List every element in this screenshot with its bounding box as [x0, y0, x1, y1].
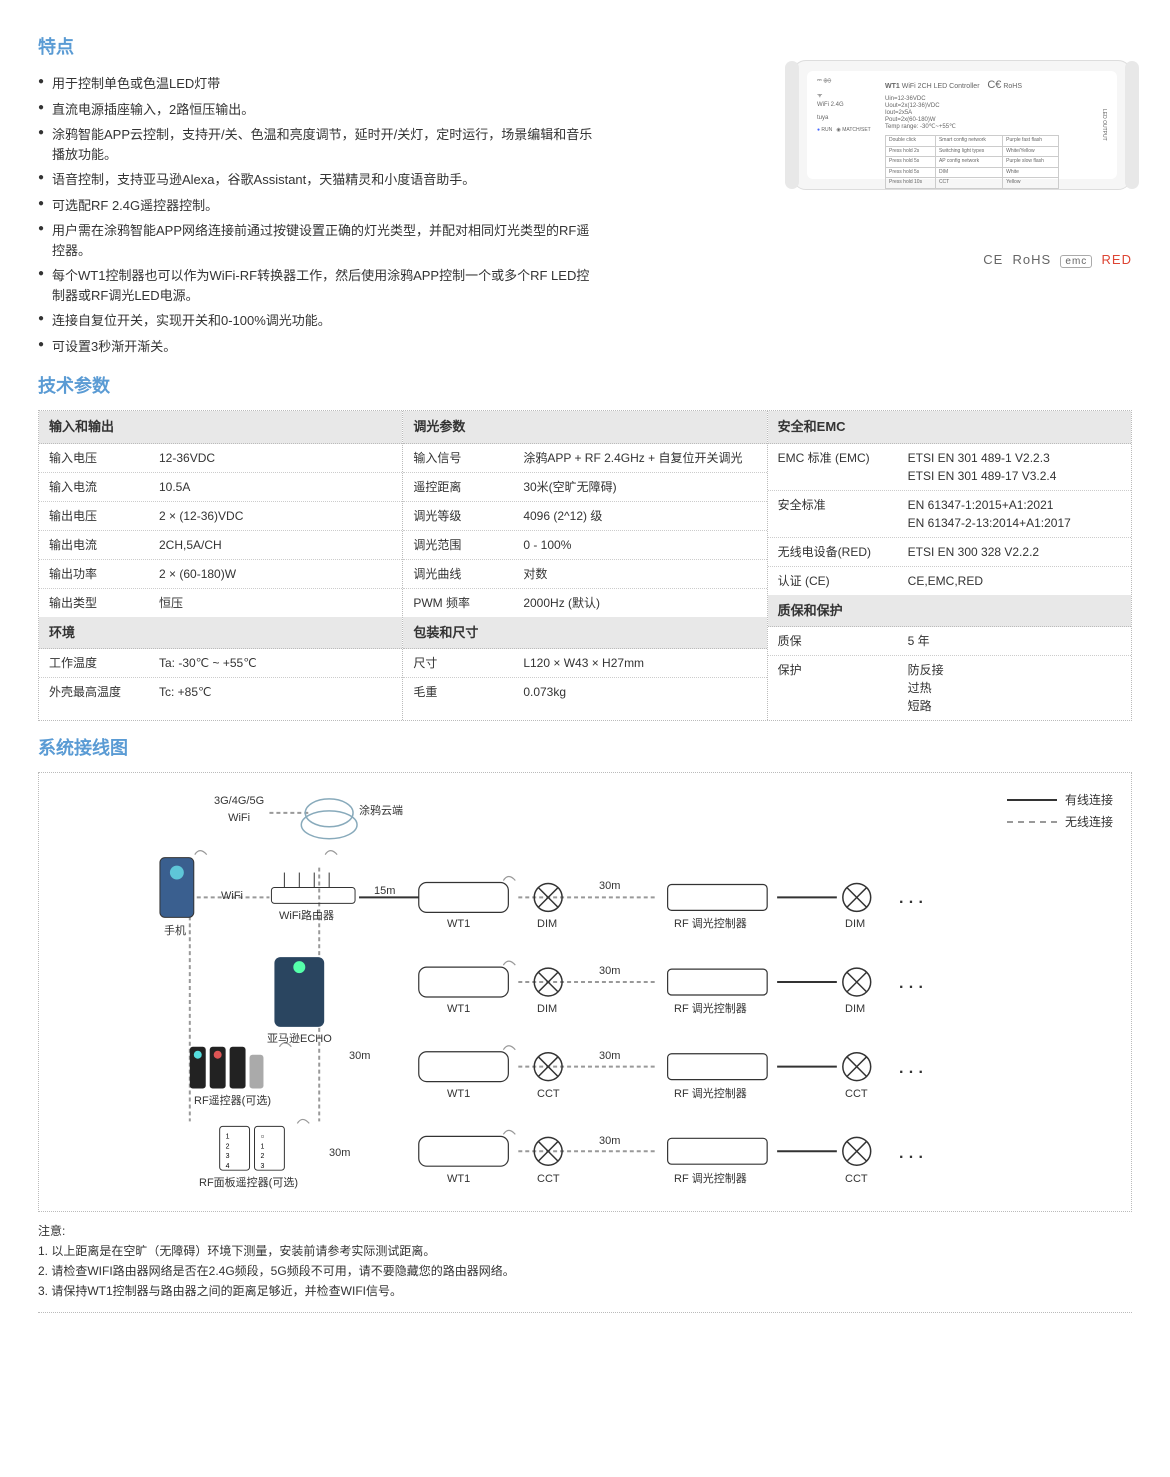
- spec-row: 保护防反接 过热 短路: [768, 656, 1131, 720]
- svg-text:1: 1: [226, 1133, 230, 1140]
- label-rfc-4: RF 调光控制器: [674, 1171, 747, 1188]
- features-title: 特点: [38, 34, 598, 61]
- label-rfc-1: RF 调光控制器: [674, 916, 747, 933]
- label-wifi: WiFi: [221, 888, 243, 905]
- label-rfc-3: RF 调光控制器: [674, 1086, 747, 1103]
- spec-tables: 输入和输出 输入电压12-36VDC输入电流10.5A输出电压2 × (12-3…: [38, 410, 1132, 721]
- label-rfremote: RF遥控器(可选): [194, 1093, 271, 1110]
- spec-row: 毛重0.073kg: [403, 678, 766, 706]
- spec-row: EMC 标准 (EMC)ETSI EN 301 489-1 V2.2.3 ETS…: [768, 444, 1131, 491]
- svg-text:3: 3: [260, 1163, 264, 1170]
- spec-head-io: 输入和输出: [39, 411, 402, 444]
- label-dots-2: · · ·: [899, 976, 924, 1000]
- legend-wired: 有线连接: [1065, 791, 1113, 809]
- label-wt1-2: WT1: [447, 1001, 470, 1018]
- label-d30-4: 30m: [599, 1133, 620, 1150]
- notes-2: 2. 请检查WIFI路由器网络是否在2.4G频段，5G频段不可用，请不要隐藏您的…: [38, 1262, 1132, 1280]
- spec-row: 输出电压2 × (12-36)VDC: [39, 502, 402, 531]
- svg-text:2: 2: [260, 1153, 264, 1160]
- spec-row: 调光等级4096 (2^12) 级: [403, 502, 766, 531]
- spec-row: PWM 频率2000Hz (默认): [403, 589, 766, 617]
- spec-row: 无线电设备(RED)ETSI EN 300 328 V2.2.2: [768, 538, 1131, 567]
- spec-head-pkg: 包装和尺寸: [403, 617, 766, 650]
- spec-row: 认证 (CE)CE,EMC,RED: [768, 567, 1131, 595]
- spec-title: 技术参数: [38, 373, 1132, 400]
- label-d30-3: 30m: [599, 1048, 620, 1065]
- notes-3: 3. 请保持WT1控制器与路由器之间的距离足够近，并检查WIFI信号。: [38, 1282, 1132, 1300]
- wiring-title: 系统接线图: [38, 735, 1132, 762]
- label-cct-1: CCT: [537, 1086, 560, 1103]
- svg-text:1: 1: [260, 1143, 264, 1150]
- label-wt1-3: WT1: [447, 1086, 470, 1103]
- feature-item: 每个WT1控制器也可以作为WiFi-RF转换器工作，然后使用涂鸦APP控制一个或…: [38, 263, 598, 308]
- svg-text:2: 2: [226, 1143, 230, 1150]
- spec-row: 尺寸L120 × W43 × H27mm: [403, 649, 766, 678]
- svg-text:3: 3: [226, 1153, 230, 1160]
- svg-text:4: 4: [226, 1163, 230, 1170]
- feature-item: 用于控制单色或色温LED灯带: [38, 71, 598, 97]
- label-cloud: 涂鸦云端: [359, 803, 403, 820]
- wiring-legend: 有线连接 无线连接: [1007, 791, 1113, 835]
- label-dots-4: · · ·: [899, 1146, 924, 1170]
- label-dots-1: · · ·: [899, 891, 924, 915]
- label-router: WiFi路由器: [279, 908, 334, 925]
- spec-head-war: 质保和保护: [768, 595, 1131, 628]
- feature-item: 语音控制，支持亚马逊Alexa，谷歌Assistant，天猫精灵和小度语音助手。: [38, 167, 598, 193]
- spec-row: 调光曲线对数: [403, 560, 766, 589]
- feature-item: 可选配RF 2.4G遥控器控制。: [38, 193, 598, 219]
- label-d30-2: 30m: [599, 963, 620, 980]
- label-cct-r1: CCT: [845, 1086, 868, 1103]
- spec-row: 输出电流2CH,5A/CH: [39, 531, 402, 560]
- label-nets: 3G/4G/5G WiFi: [214, 793, 264, 826]
- spec-head-dim: 调光参数: [403, 411, 766, 444]
- spec-row: 调光范围0 - 100%: [403, 531, 766, 560]
- spec-row: 输出类型恒压: [39, 589, 402, 617]
- notes-head: 注意:: [38, 1222, 1132, 1240]
- label-rfpanel: RF面板遥控器(可选): [199, 1175, 298, 1192]
- spec-row: 输入信号涂鸦APP + RF 2.4GHz + 自复位开关调光: [403, 444, 766, 473]
- spec-row: 外壳最高温度Tc: +85℃: [39, 678, 402, 706]
- spec-row: 输入电流10.5A: [39, 473, 402, 502]
- spec-head-safety: 安全和EMC: [768, 411, 1131, 444]
- label-dim-1: DIM: [537, 916, 557, 933]
- label-rfc-2: RF 调光控制器: [674, 1001, 747, 1018]
- label-d30-1: 30m: [599, 878, 620, 895]
- spec-row: 质保5 年: [768, 627, 1131, 656]
- notes-1: 1. 以上距离是在空旷（无障碍）环境下测量，安装前请参考实际测试距离。: [38, 1242, 1132, 1260]
- legend-wireless: 无线连接: [1065, 813, 1113, 831]
- label-cct-r2: CCT: [845, 1171, 868, 1188]
- spec-head-env: 环境: [39, 617, 402, 650]
- label-wt1-4: WT1: [447, 1171, 470, 1188]
- spec-row: 输入电压12-36VDC: [39, 444, 402, 473]
- feature-item: 连接自复位开关，实现开关和0-100%调光功能。: [38, 308, 598, 334]
- label-cct-2: CCT: [537, 1171, 560, 1188]
- spec-row: 工作温度Ta: -30℃ ~ +55℃: [39, 649, 402, 678]
- features-list: 用于控制单色或色温LED灯带直流电源插座输入，2路恒压输出。涂鸦智能APP云控制…: [38, 71, 598, 359]
- label-wt1-1: WT1: [447, 916, 470, 933]
- label-dim-r2: DIM: [845, 1001, 865, 1018]
- label-echo: 亚马逊ECHO: [267, 1031, 332, 1048]
- label-dots-3: · · ·: [899, 1061, 924, 1085]
- cert-line: CE RoHS emc RED: [618, 250, 1132, 270]
- label-d15: 15m: [374, 883, 395, 900]
- spec-row: 安全标准EN 61347-1:2015+A1:2021 EN 61347-2-1…: [768, 491, 1131, 538]
- wiring-notes: 注意: 1. 以上距离是在空旷（无障碍）环境下测量，安装前请参考实际测试距离。 …: [38, 1222, 1132, 1300]
- wiring-diagram: 1 2 3 4 ○ 1 2 3 3G/4G/5G WiFi 涂鸦云端 手机: [38, 772, 1132, 1212]
- label-phone: 手机: [164, 923, 186, 940]
- feature-item: 用户需在涂鸦智能APP网络连接前通过按键设置正确的灯光类型，并配对相同灯光类型的…: [38, 218, 598, 263]
- label-dim-r1: DIM: [845, 916, 865, 933]
- spec-row: 遥控距离30米(空旷无障碍): [403, 473, 766, 502]
- device-illustration: ⎓ ⊕⊖ ᯤWiFi 2.4G tuya ● RUN ◉ MATCH/SET W…: [792, 60, 1132, 190]
- feature-item: 涂鸦智能APP云控制，支持开/关、色温和亮度调节，延时开/关灯，定时运行，场景编…: [38, 122, 598, 167]
- feature-item: 直流电源插座输入，2路恒压输出。: [38, 97, 598, 123]
- label-d30b: 30m: [329, 1145, 350, 1162]
- svg-text:○: ○: [260, 1133, 264, 1140]
- spec-row: 输出功率2 × (60-180)W: [39, 560, 402, 589]
- label-d30a: 30m: [349, 1048, 370, 1065]
- feature-item: 可设置3秒渐开渐关。: [38, 334, 598, 360]
- label-dim-2: DIM: [537, 1001, 557, 1018]
